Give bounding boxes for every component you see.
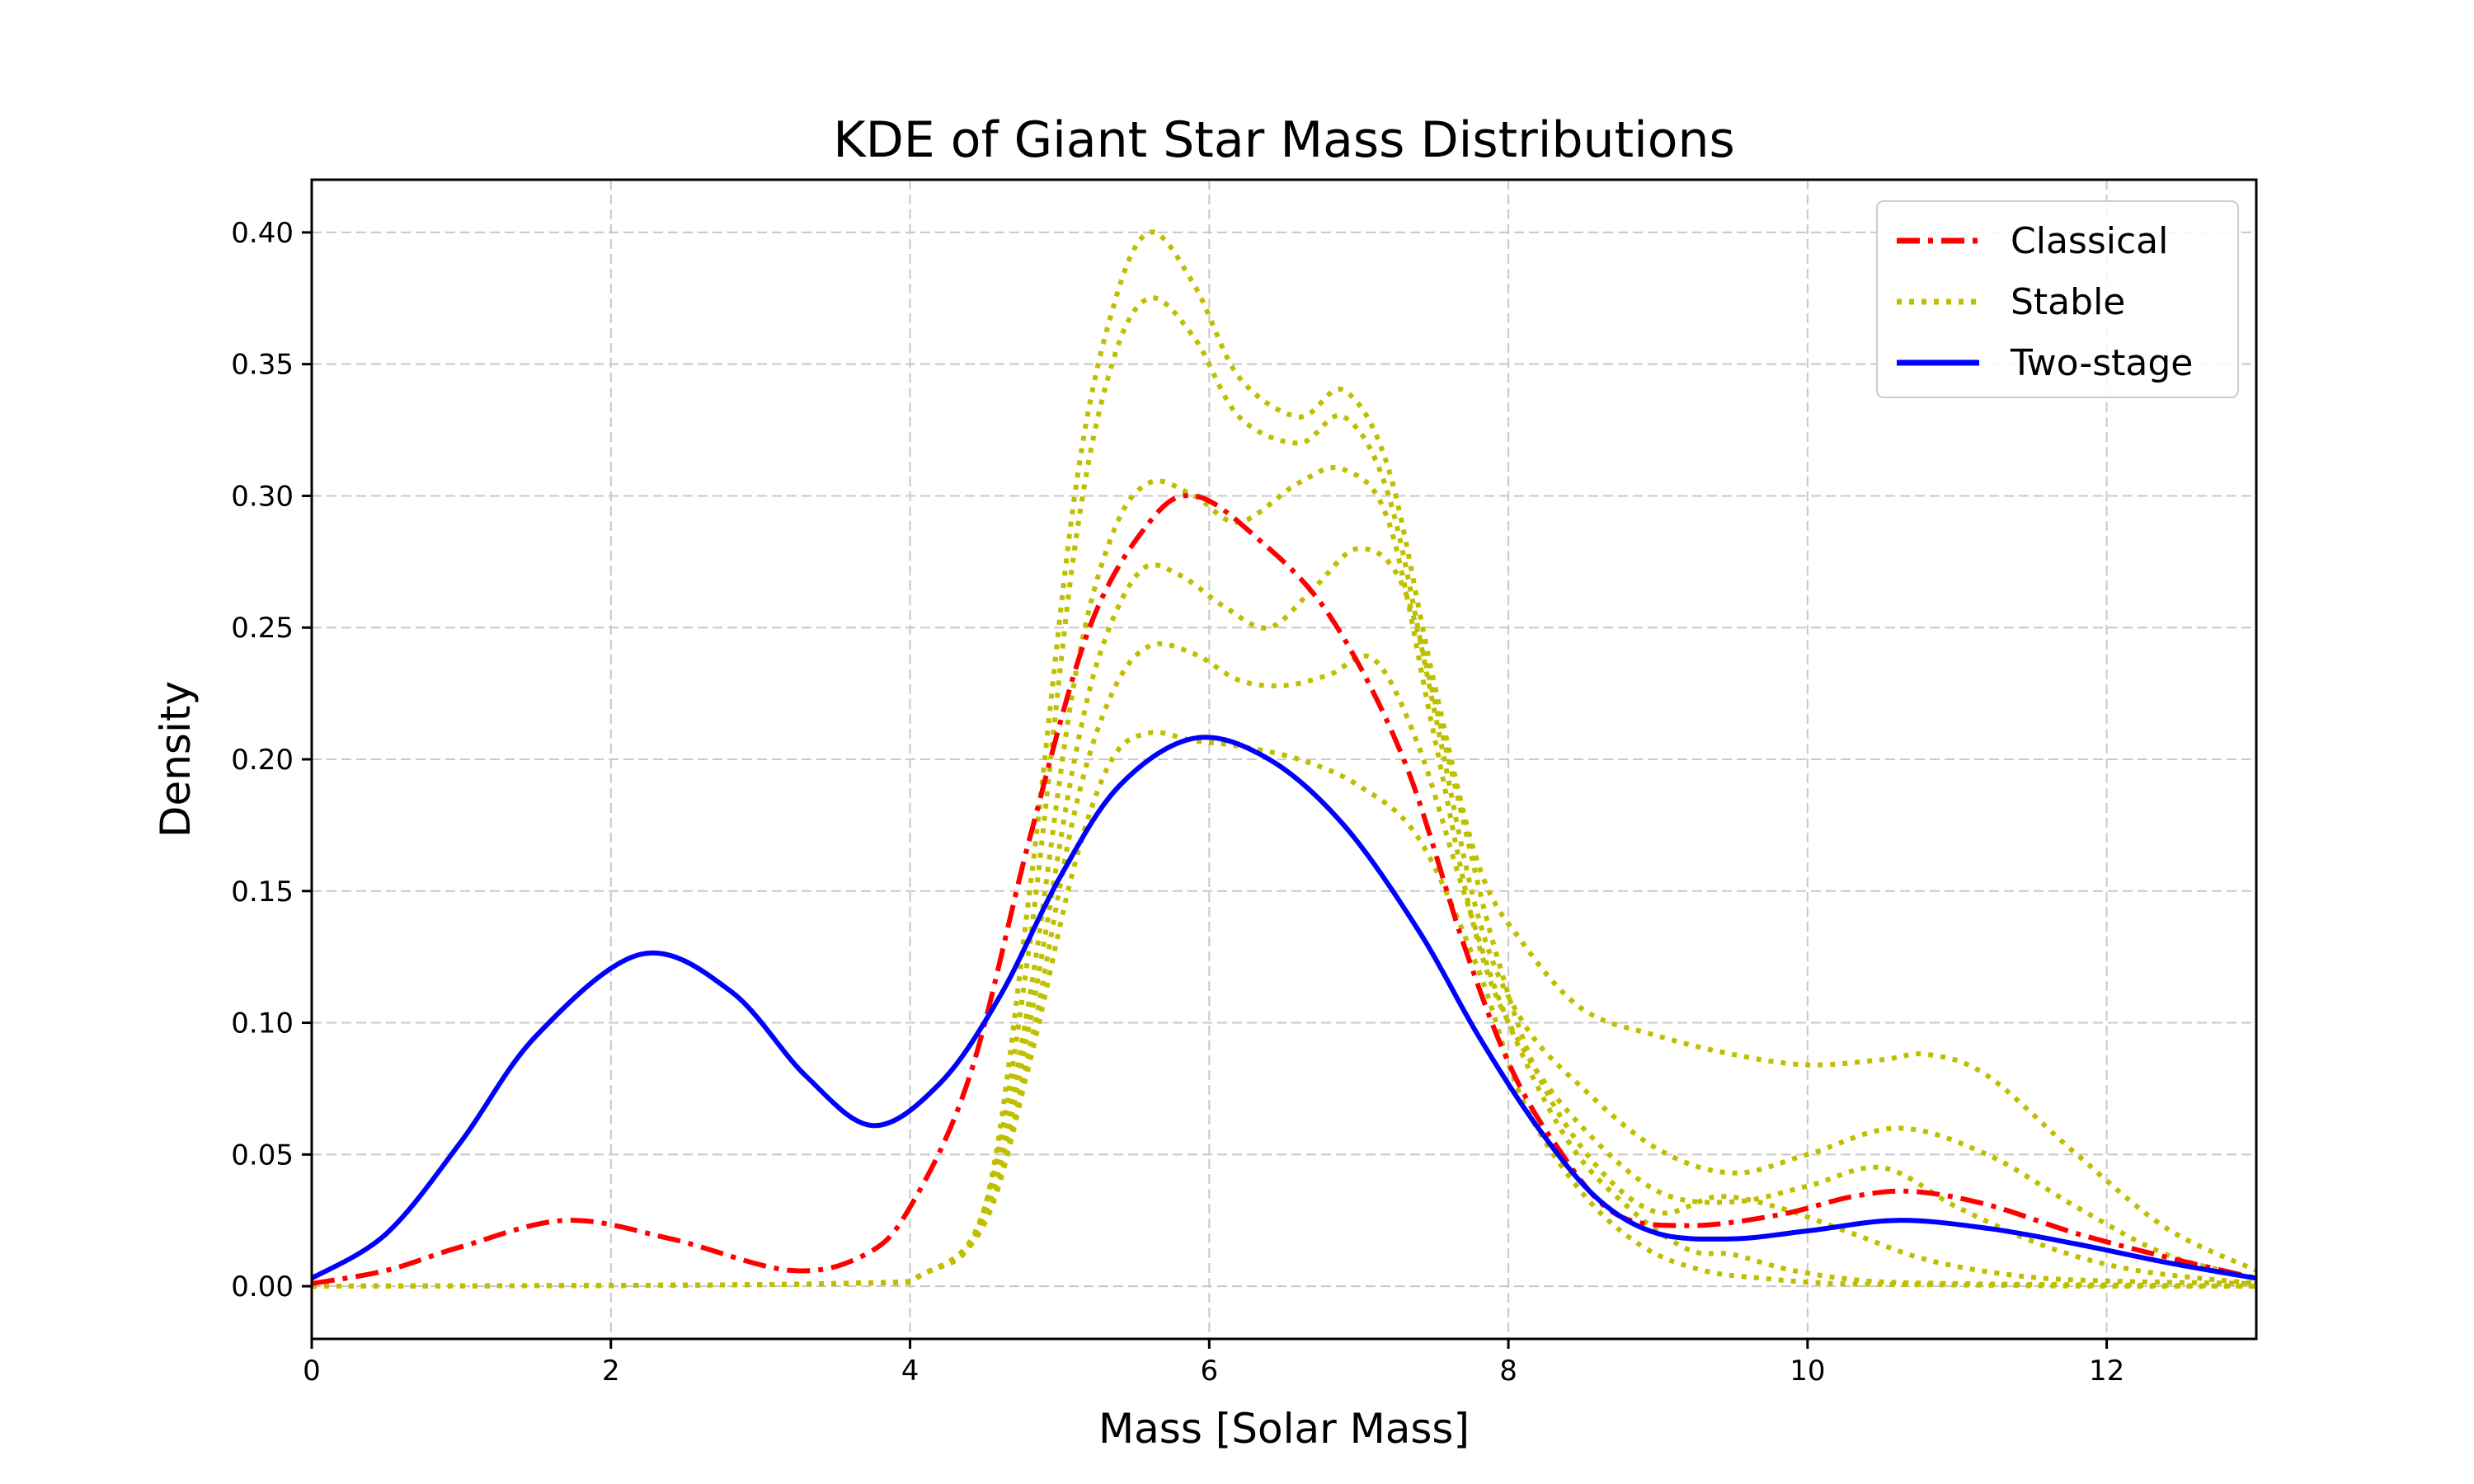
y-tick-label: 0.00	[231, 1270, 294, 1303]
grid	[311, 180, 2256, 1339]
y-tick-label: 0.05	[231, 1139, 294, 1172]
x-tick-label: 6	[1200, 1355, 1218, 1388]
y-tick-label: 0.30	[231, 480, 294, 513]
series-layer	[310, 229, 2258, 1289]
y-tick-label: 0.40	[231, 217, 294, 250]
x-tick-label: 10	[1790, 1355, 1825, 1388]
legend-box	[1876, 200, 2239, 398]
series-line-classical	[311, 493, 2257, 1286]
y-axis-label: Density	[152, 681, 200, 838]
x-tick-label: 8	[1499, 1355, 1517, 1388]
series-line-stable	[311, 229, 2258, 1289]
y-tick-label: 0.15	[231, 876, 294, 909]
x-tick-label: 12	[2089, 1355, 2124, 1388]
series-line-stable	[311, 730, 2257, 1289]
legend: Classical Stable Two-stage	[1876, 200, 2239, 398]
axis-ticks: 0 2 4 6 8 10 12 0.00 0.05 0.10 0.15 0.20 0.25 0.30 0.3…	[231, 217, 2124, 1388]
y-tick-label: 0.20	[231, 744, 294, 777]
chart-title: KDE of Giant Star Mass Distributions	[833, 111, 1735, 169]
y-tick-label: 0.10	[231, 1007, 294, 1040]
series-line-two-stage	[310, 735, 2257, 1281]
x-tick-label: 2	[602, 1355, 620, 1388]
y-tick-label: 0.25	[231, 612, 294, 645]
x-tick-label: 4	[901, 1355, 920, 1388]
legend-label: Two-stage	[2010, 342, 2193, 384]
y-tick-label: 0.35	[231, 349, 294, 382]
x-tick-label: 0	[303, 1355, 321, 1388]
x-axis-label: Mass [Solar Mass]	[1098, 1405, 1470, 1453]
legend-label: Stable	[2011, 281, 2125, 323]
legend-label: Classical	[2011, 220, 2168, 262]
